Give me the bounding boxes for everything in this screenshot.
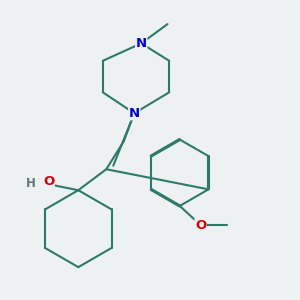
Text: N: N <box>129 107 140 120</box>
Text: O: O <box>43 175 54 188</box>
Text: O: O <box>195 219 206 232</box>
Text: H: H <box>26 177 36 190</box>
Text: N: N <box>136 37 147 50</box>
